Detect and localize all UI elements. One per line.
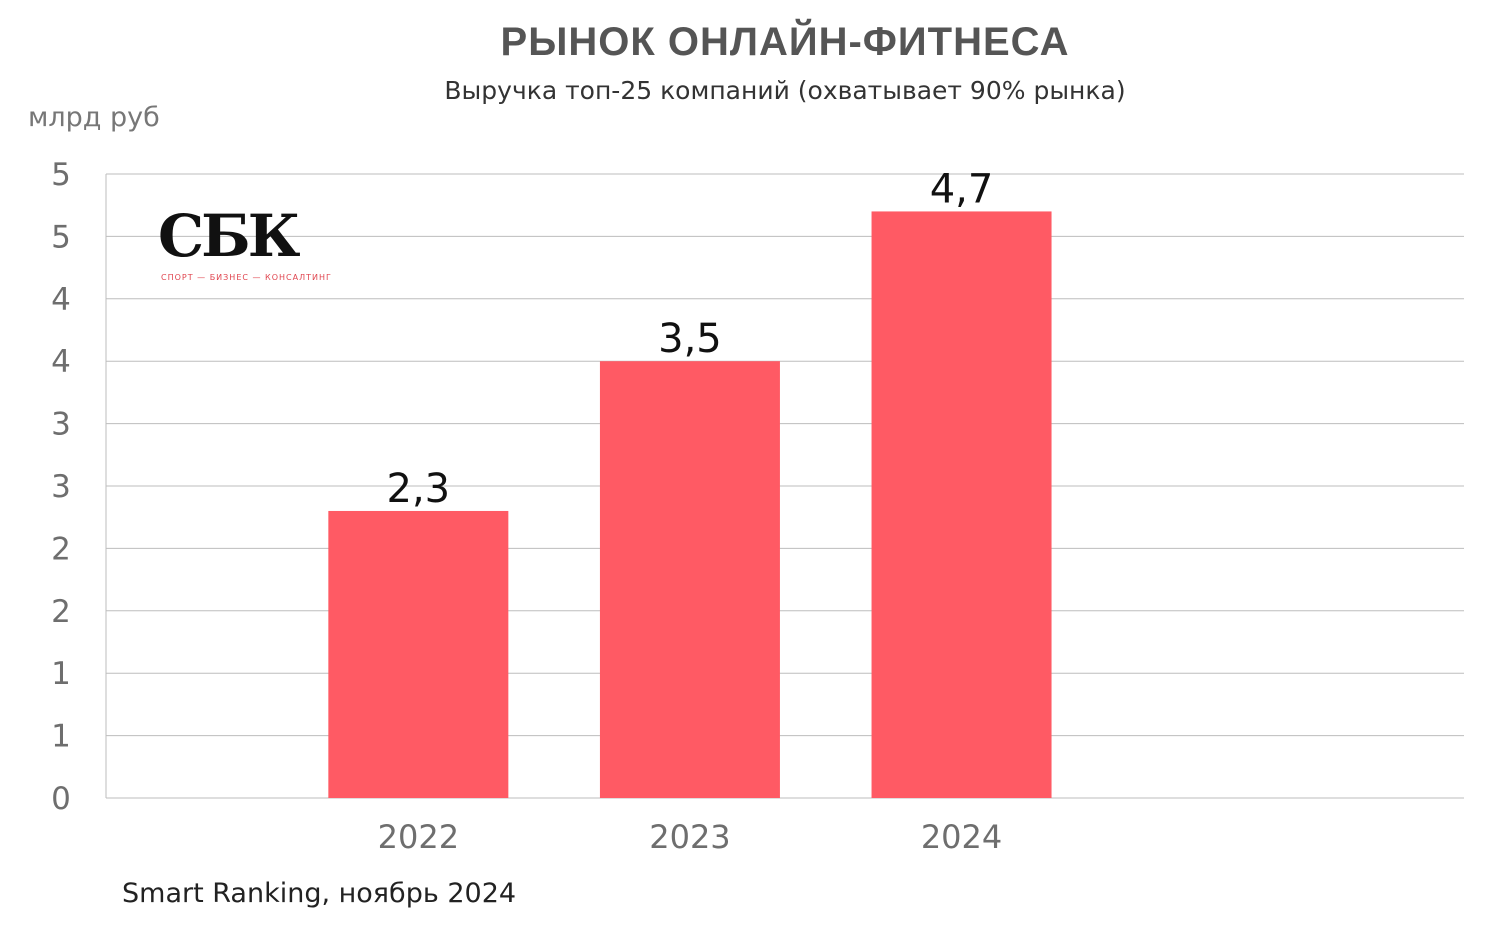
chart-title: РЫНОК ОНЛАЙН-ФИТНЕСА	[500, 20, 1070, 64]
x-tick-label: 2022	[378, 818, 459, 856]
logo-tagline: СПОРТ — БИЗНЕС — КОНСАЛТИНГ	[161, 273, 332, 282]
y-tick-label: 2	[51, 531, 71, 567]
source-note: Smart Ranking, ноябрь 2024	[122, 878, 517, 909]
bar-2023	[599, 361, 780, 798]
bar-2024	[871, 211, 1052, 798]
y-tick-label: 3	[51, 407, 71, 443]
x-tick-label: 2024	[921, 818, 1002, 856]
chart-subtitle: Выручка топ-25 компаний (охватывает 90% …	[444, 76, 1126, 105]
y-tick-label: 4	[51, 344, 71, 380]
y-tick-label: 3	[51, 469, 71, 505]
bar-data-label: 4,7	[930, 166, 994, 212]
bar-data-label: 3,5	[658, 316, 722, 362]
logo-mark: СБК	[158, 202, 300, 270]
y-tick-label: 5	[51, 219, 71, 255]
bar-2022	[328, 510, 509, 798]
y-tick-label: 2	[51, 594, 71, 630]
y-axis-unit-label: млрд руб	[28, 102, 160, 133]
sbk-logo: СБК СПОРТ — БИЗНЕС — КОНСАЛТИНГ	[158, 205, 333, 285]
y-tick-label: 1	[51, 719, 71, 755]
y-tick-label: 5	[51, 157, 71, 193]
x-tick-label: 2023	[649, 818, 730, 856]
bar-data-label: 2,3	[387, 466, 451, 512]
y-tick-label: 0	[51, 781, 71, 817]
y-tick-label: 4	[51, 282, 71, 318]
y-tick-label: 1	[51, 656, 71, 692]
